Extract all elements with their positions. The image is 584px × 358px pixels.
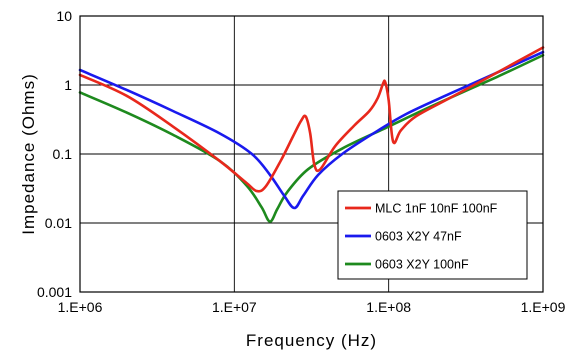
series-line-1: [78, 50, 545, 210]
x-axis-title: Frequency (Hz): [246, 331, 377, 350]
y-tick-label: 0.01: [45, 215, 72, 231]
legend-label-0: MLC 1nF 10nF 100nF: [375, 202, 498, 216]
plot-border: [79, 15, 544, 293]
y-tick-label: 1: [64, 77, 72, 93]
y-tick-label: 0.001: [37, 284, 72, 300]
legend: MLC 1nF 10nF 100nF 0603 X2Y 47nF 0603 X2Y …: [337, 190, 528, 280]
x-tick-label: 1.E+09: [521, 299, 566, 315]
y-tick-label: 0.1: [53, 146, 73, 162]
y-tick-label: 10: [56, 8, 72, 24]
series-line-2: [78, 53, 545, 223]
series-line-0: [78, 46, 545, 193]
x-tick-label: 1.E+06: [58, 299, 103, 315]
x-tick-label: 1.E+08: [366, 299, 411, 315]
series-layer: [78, 46, 545, 223]
tick-layer: 1.E+06 1.E+07 1.E+08 1.E+09 0.001 0.01 0.1 1 10: [37, 8, 566, 315]
x-tick-label: 1.E+07: [212, 299, 257, 315]
legend-label-2: 0603 X2Y 100nF: [375, 258, 469, 272]
legend-label-1: 0603 X2Y 47nF: [375, 230, 462, 244]
y-axis-title: Impedance (Ohms): [19, 73, 38, 235]
